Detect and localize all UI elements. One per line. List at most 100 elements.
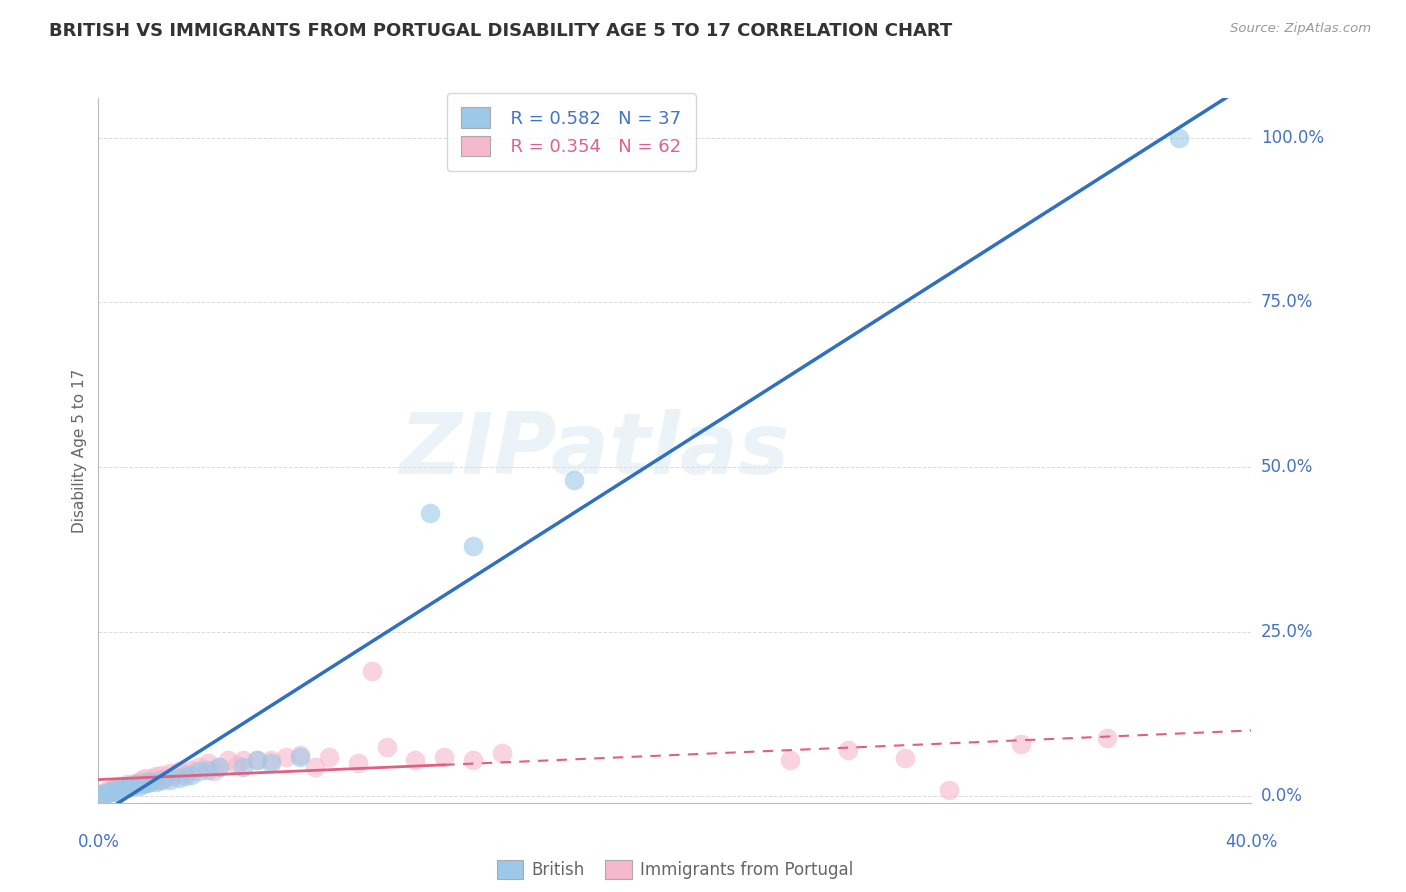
Point (96, 786, 118, 800)
Point (188, 764, 211, 779)
Point (290, 748, 312, 763)
Point (150, 768, 173, 782)
Point (174, 766, 197, 780)
Point (122, 777, 145, 791)
Point (197, 756, 219, 771)
Point (260, 756, 283, 771)
Point (197, 763, 219, 777)
Text: BRITISH VS IMMIGRANTS FROM PORTUGAL DISABILITY AGE 5 TO 17 CORRELATION CHART: BRITISH VS IMMIGRANTS FROM PORTUGAL DISA… (49, 22, 952, 40)
Point (148, 772, 170, 787)
Point (136, 776, 159, 790)
Point (1097, 731, 1119, 746)
Point (167, 764, 190, 779)
Point (112, 781, 135, 796)
Point (208, 759, 231, 773)
Point (134, 771, 156, 785)
Point (93, 787, 115, 801)
Point (125, 777, 148, 791)
Point (174, 769, 197, 783)
Point (128, 774, 150, 789)
Point (938, 782, 960, 797)
Point (139, 772, 162, 787)
Point (117, 781, 139, 796)
Point (361, 664, 384, 678)
Point (290, 749, 312, 764)
Point (120, 779, 142, 793)
Point (90, 787, 112, 801)
Point (260, 753, 283, 767)
Point (188, 759, 211, 773)
Point (231, 753, 254, 767)
Point (167, 771, 190, 785)
Point (491, 747, 513, 761)
Text: 0.0%: 0.0% (77, 833, 120, 851)
Point (145, 774, 167, 789)
Point (110, 780, 132, 794)
Point (162, 769, 184, 783)
Point (894, 751, 917, 765)
Text: Source: ZipAtlas.com: Source: ZipAtlas.com (1230, 22, 1371, 36)
Text: ZIPatlas: ZIPatlas (399, 409, 789, 492)
Point (101, 781, 124, 796)
Point (110, 782, 132, 797)
Point (419, 506, 441, 520)
Text: 0.0%: 0.0% (1261, 788, 1303, 805)
Point (104, 784, 127, 798)
Y-axis label: Disability Age 5 to 17: Disability Age 5 to 17 (72, 368, 87, 533)
Point (98, 785, 121, 799)
Text: 100.0%: 100.0% (1261, 128, 1324, 146)
Point (246, 753, 269, 767)
Point (136, 774, 159, 789)
Point (159, 772, 181, 787)
Point (142, 771, 165, 785)
Text: 50.0%: 50.0% (1261, 458, 1313, 476)
Point (93, 787, 115, 801)
Point (779, 753, 801, 767)
Point (122, 780, 145, 794)
Point (117, 780, 139, 794)
Point (225, 757, 247, 772)
Point (159, 766, 181, 780)
Text: 40.0%: 40.0% (1225, 833, 1278, 851)
Point (1168, 130, 1191, 145)
Point (217, 753, 239, 767)
Point (98, 785, 121, 799)
Point (145, 769, 167, 783)
Point (150, 772, 173, 787)
Point (1010, 737, 1032, 751)
Point (107, 782, 129, 797)
Point (208, 759, 231, 773)
Point (461, 539, 484, 553)
Point (96, 784, 118, 798)
Point (96, 786, 118, 800)
Legend: British, Immigrants from Portugal: British, Immigrants from Portugal (489, 854, 860, 886)
Point (104, 784, 127, 798)
Point (107, 780, 129, 794)
Point (101, 783, 124, 797)
Point (318, 749, 340, 764)
Point (433, 749, 456, 764)
Point (231, 759, 254, 773)
Point (134, 776, 156, 790)
Point (153, 771, 176, 785)
Point (180, 763, 202, 777)
Point (405, 753, 427, 767)
Point (139, 774, 162, 789)
Point (304, 759, 326, 773)
Point (562, 473, 585, 487)
Point (346, 756, 368, 771)
Point (128, 779, 150, 793)
Point (837, 743, 859, 757)
Point (180, 768, 202, 782)
Point (98, 782, 121, 797)
Point (93, 785, 115, 799)
Point (107, 782, 129, 797)
Point (90, 788, 112, 802)
Point (131, 777, 153, 791)
Text: 25.0%: 25.0% (1261, 623, 1313, 640)
Point (101, 785, 124, 799)
Point (101, 784, 124, 798)
Point (112, 781, 135, 796)
Point (120, 780, 142, 794)
Point (246, 753, 269, 767)
